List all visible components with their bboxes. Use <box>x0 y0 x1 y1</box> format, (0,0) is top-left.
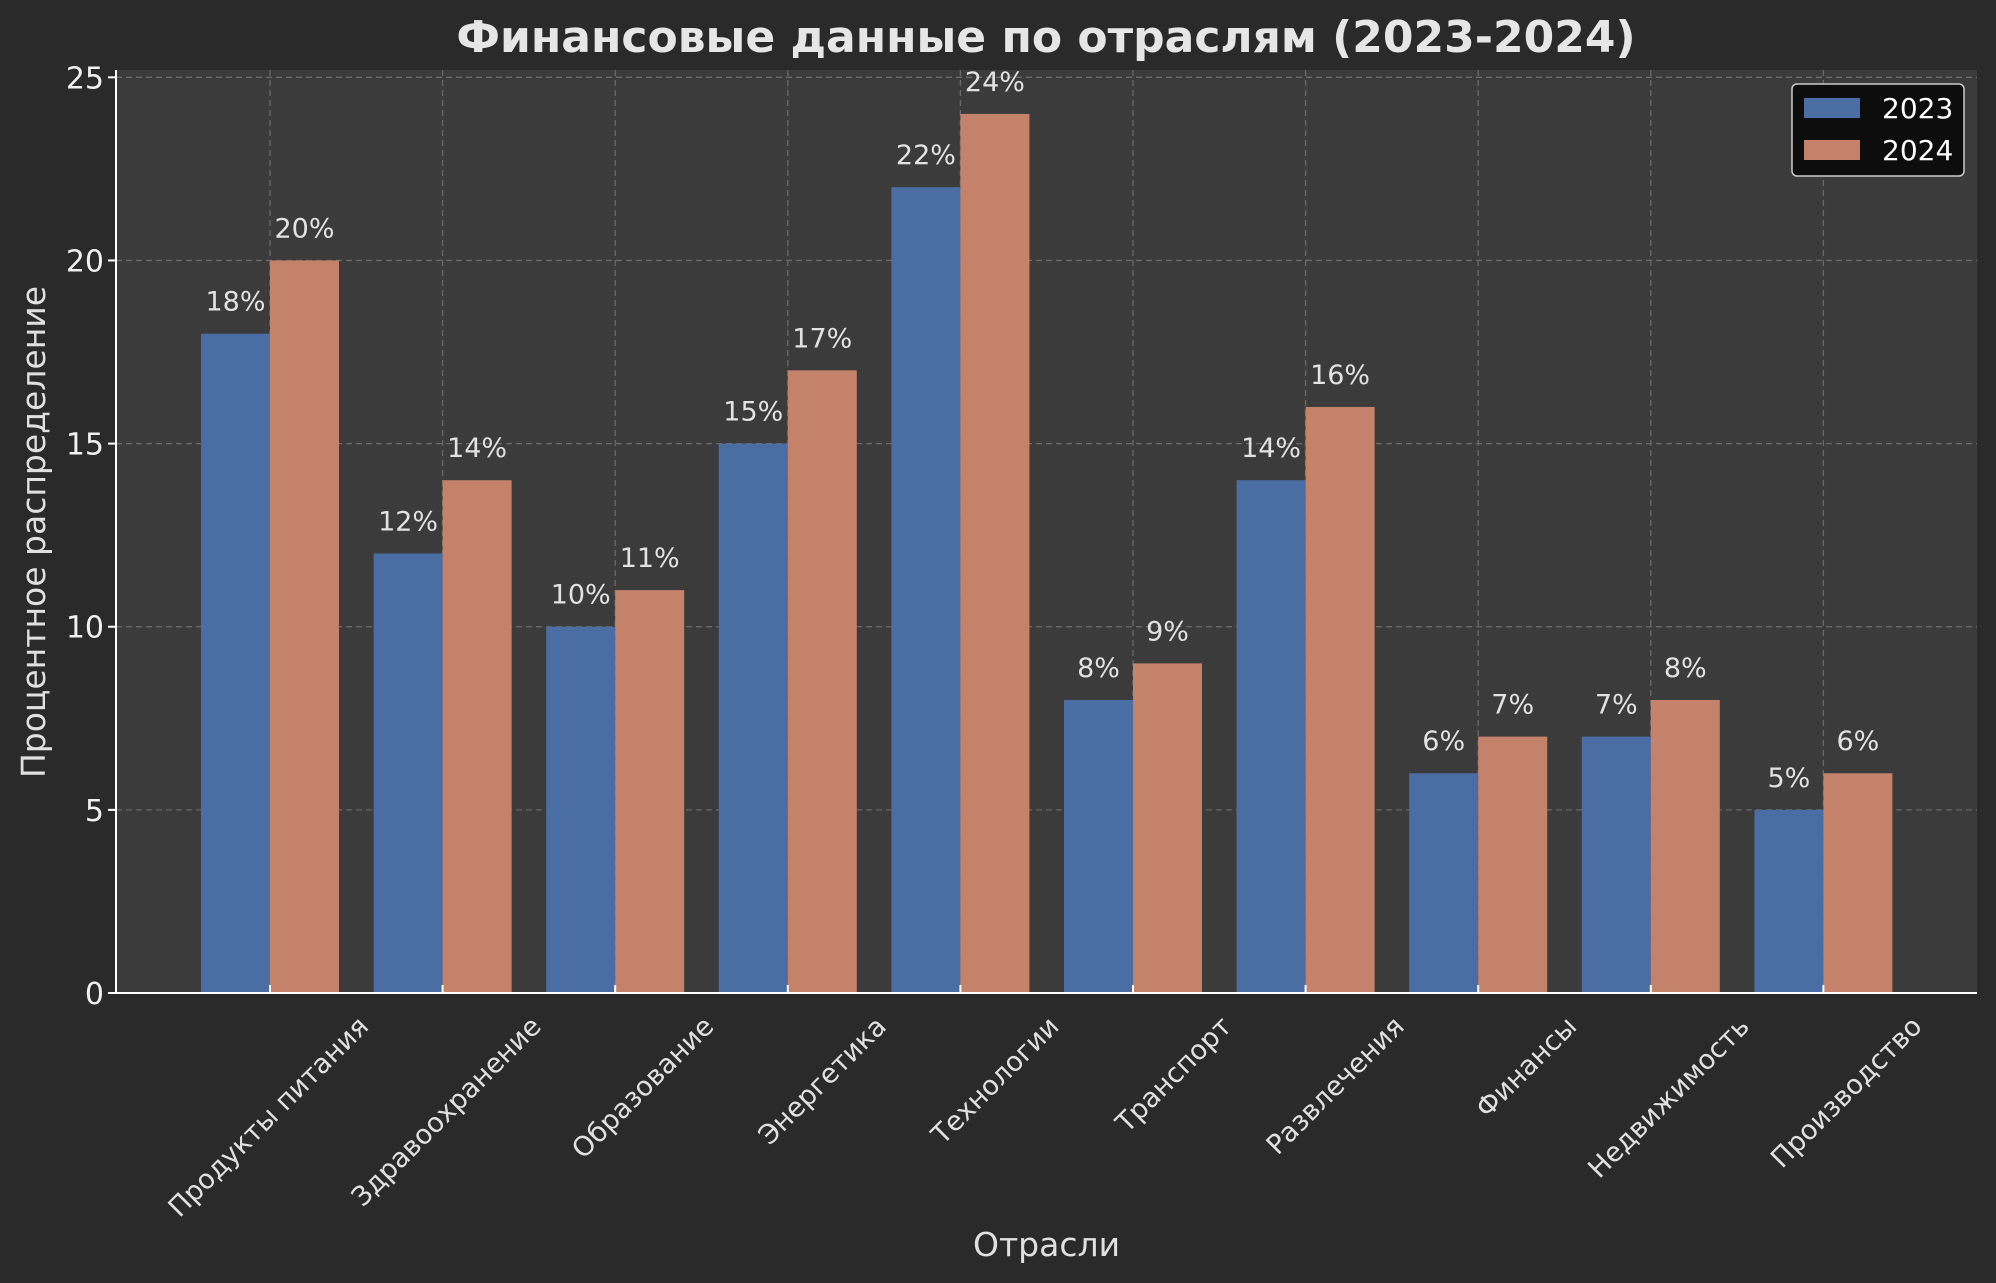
bar-2023-10 <box>1754 809 1824 993</box>
data-label-2024: 24% <box>965 67 1025 98</box>
data-label-2024: 11% <box>620 543 680 574</box>
data-label-2024: 17% <box>792 323 852 354</box>
bar-2024-9 <box>1650 699 1720 993</box>
bar-2024-3 <box>615 590 685 993</box>
bar-2024-4 <box>787 370 857 993</box>
bar-2023-4 <box>718 443 788 994</box>
bar-2023-5 <box>891 187 961 993</box>
y-tick-label: 0 <box>85 977 104 1012</box>
data-label-2024: 16% <box>1310 360 1370 391</box>
data-label-2023: 10% <box>551 580 611 611</box>
x-axis-title: Отрасли <box>973 1225 1120 1264</box>
data-label-2023: 14% <box>1241 433 1301 464</box>
axes <box>115 70 1977 994</box>
y-tick-label: 15 <box>66 428 104 463</box>
data-label-2023: 7% <box>1595 690 1638 721</box>
y-axis-ticks: 0 5 10 15 20 25 <box>66 61 116 1012</box>
chart-title: Финансовые данные по отраслям (2023-2024… <box>456 12 1635 63</box>
bar-2024-7 <box>1305 406 1375 993</box>
y-tick-label: 5 <box>85 794 104 829</box>
bar-2023-3 <box>546 626 616 993</box>
y-axis-title: Процентное распределение <box>14 286 53 778</box>
data-label-2023: 22% <box>896 140 956 171</box>
data-label-2024: 14% <box>447 433 507 464</box>
bar-2024-8 <box>1478 736 1548 993</box>
data-label-2023: 15% <box>723 397 783 428</box>
data-label-2024: 9% <box>1146 616 1189 647</box>
bar-2023-7 <box>1236 480 1306 993</box>
data-label-2024: 7% <box>1491 690 1534 721</box>
bar-2024-2 <box>442 480 512 993</box>
data-label-2023: 6% <box>1422 726 1465 757</box>
legend-swatch-2023 <box>1804 98 1860 118</box>
bar-2023-1 <box>201 333 270 993</box>
legend-swatch-2024 <box>1804 140 1860 160</box>
bar-2024-5 <box>960 113 1030 993</box>
legend-label-2023: 2023 <box>1882 92 1953 125</box>
data-label-2023: 18% <box>205 287 265 318</box>
bar-2023-9 <box>1581 736 1651 993</box>
bar-2024-1 <box>270 260 339 993</box>
legend-label-2024: 2024 <box>1882 134 1953 167</box>
bar-2023-2 <box>373 553 443 993</box>
bar-2024-6 <box>1133 663 1202 993</box>
data-label-2024: 20% <box>274 213 334 244</box>
bars-group <box>201 113 1893 994</box>
y-tick-label: 25 <box>66 61 104 96</box>
legend: 2023 2024 <box>1791 83 1965 177</box>
y-tick-label: 20 <box>66 244 104 279</box>
data-label-2023: 8% <box>1077 653 1120 684</box>
bar-2023-8 <box>1409 773 1479 993</box>
data-labels-group: 18% 20% 12% 14% 10% 11% 15% 17% 22% 24% 8% 9% 14% 16%… <box>205 67 1879 794</box>
data-label-2023: 12% <box>378 506 438 537</box>
data-label-2023: 5% <box>1767 763 1810 794</box>
data-label-2024: 6% <box>1836 726 1879 757</box>
bar-2024-10 <box>1823 773 1893 993</box>
data-label-2024: 8% <box>1664 653 1707 684</box>
y-tick-label: 10 <box>66 611 104 646</box>
bar-2023-6 <box>1064 699 1133 993</box>
